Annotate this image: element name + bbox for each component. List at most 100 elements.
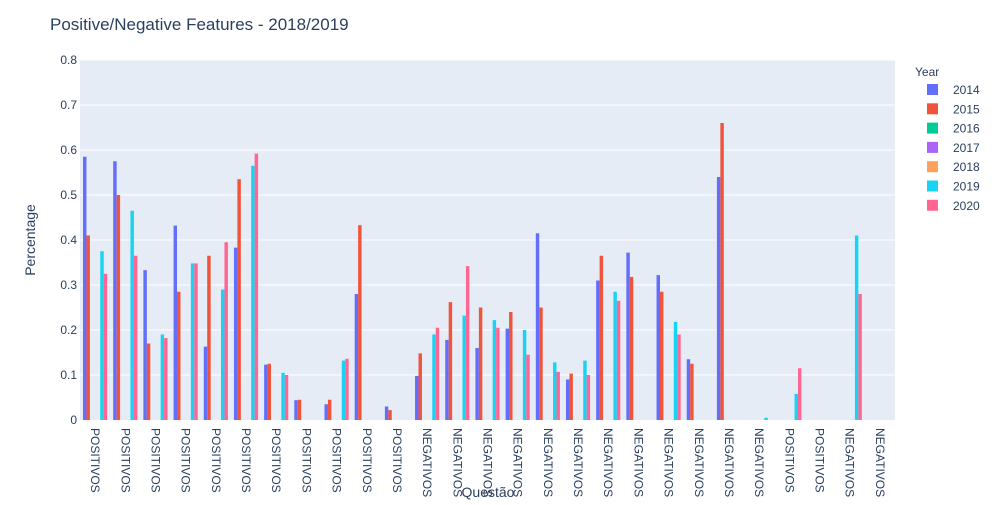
x-tick-label: NEGATIVOS (541, 428, 555, 497)
legend-swatch-2018 (927, 161, 938, 173)
legend-label-2016: 2016 (953, 122, 980, 136)
bar-2015 (720, 123, 724, 420)
bar-2020 (435, 327, 440, 420)
bar-2015 (599, 255, 604, 420)
bar-2014 (626, 252, 630, 420)
bar-2020 (556, 371, 560, 420)
bar-2015 (448, 302, 453, 420)
bar-2015 (116, 195, 121, 420)
y-tick-label: 0.4 (60, 233, 77, 247)
y-tick-label: 0.1 (60, 368, 77, 382)
bar-2019 (100, 251, 104, 420)
bar-2019 (764, 417, 768, 420)
y-tick-label: 0.2 (60, 323, 77, 337)
bar-2014 (264, 364, 268, 420)
x-tick-label: NEGATIVOS (843, 428, 857, 497)
bar-2014 (384, 406, 389, 420)
bar-2015 (237, 179, 241, 420)
bar-2019 (251, 165, 255, 420)
legend-title: Year (915, 65, 939, 79)
x-tick-label: NEGATIVOS (873, 428, 887, 497)
bar-2015 (327, 399, 332, 420)
x-tick-label: NEGATIVOS (752, 428, 766, 497)
x-tick-label: POSITIVOS (330, 428, 344, 493)
bar-2019 (492, 320, 497, 420)
bar-2020 (677, 334, 681, 420)
bar-2014 (294, 400, 298, 420)
bar-2014 (354, 294, 359, 420)
x-tick-label: NEGATIVOS (692, 428, 706, 497)
legend-swatch-2016 (927, 122, 938, 134)
bar-2020 (616, 300, 621, 420)
legend-label-2019: 2019 (953, 180, 980, 194)
plot-area: 0 0.1 0.2 0.3 0.4 0.5 0.6 0.7 0.8 POSITIVOS POSITI… (60, 53, 895, 497)
y-tick-label: 0.8 (60, 53, 77, 67)
bar-2014 (565, 379, 570, 420)
x-tick-label: NEGATIVOS (481, 428, 495, 497)
x-tick-label: POSITIVOS (782, 428, 796, 493)
bar-2015 (177, 291, 181, 420)
x-tick-label: POSITIVOS (269, 428, 283, 493)
bar-2015 (297, 399, 302, 420)
bar-2014 (233, 247, 238, 420)
bar-2020 (345, 358, 349, 420)
chart-title: Positive/Negative Features - 2018/2019 (50, 15, 349, 34)
legend: Year 2014 2015 2016 2017 2018 2019 2020 (915, 65, 980, 213)
bar-2015 (86, 235, 90, 420)
bar-2019 (130, 210, 134, 420)
x-tick-label: POSITIVOS (360, 428, 374, 493)
bar-2019 (583, 360, 587, 420)
bar-2015 (388, 410, 392, 420)
bar-2015 (690, 363, 694, 420)
bar-2019 (613, 291, 617, 420)
bar-2019 (854, 235, 859, 420)
legend-label-2017: 2017 (953, 141, 980, 155)
bar-2014 (143, 270, 147, 420)
bar-2015 (267, 363, 272, 420)
bar-2020 (194, 263, 198, 420)
x-tick-label: POSITIVOS (390, 428, 404, 493)
y-tick-label: 0.7 (60, 98, 77, 112)
x-tick-label: NEGATIVOS (511, 428, 525, 497)
legend-swatch-2015 (927, 103, 938, 115)
bar-2015 (418, 353, 422, 420)
bar-2014 (415, 375, 419, 420)
bar-2020 (284, 375, 289, 420)
x-tick-label: NEGATIVOS (631, 428, 645, 497)
bar-2019 (190, 263, 195, 420)
bar-2015 (539, 307, 543, 420)
bar-2014 (656, 275, 660, 420)
bar-2020 (103, 273, 108, 420)
bar-2020 (797, 368, 802, 420)
x-tick-label: POSITIVOS (148, 428, 162, 493)
bar-2019 (432, 334, 436, 420)
legend-label-2018: 2018 (953, 160, 980, 174)
bar-2019 (221, 289, 225, 420)
bar-2020 (465, 266, 470, 420)
bar-2014 (505, 328, 510, 420)
bar-2020 (496, 327, 500, 420)
x-tick-label: POSITIVOS (813, 428, 827, 493)
x-tick-label: NEGATIVOS (722, 428, 736, 497)
bar-2014 (686, 359, 691, 420)
x-axis-label: Questão (462, 484, 515, 500)
x-tick-label: NEGATIVOS (662, 428, 676, 497)
x-tick-label: POSITIVOS (299, 428, 313, 493)
bar-2019 (341, 360, 346, 420)
x-tick-label: POSITIVOS (88, 428, 102, 493)
bar-2015 (207, 255, 211, 420)
bar-2019 (281, 372, 285, 420)
bar-2014 (83, 156, 87, 420)
bar-2015 (509, 312, 513, 420)
bar-2014 (113, 161, 117, 420)
bar-2020 (586, 375, 591, 420)
bar-2019 (522, 330, 527, 420)
bar-2019 (462, 315, 466, 420)
legend-label-2014: 2014 (953, 83, 980, 97)
bar-2015 (358, 225, 362, 420)
x-tick-label: NEGATIVOS (571, 428, 585, 497)
bar-2019 (794, 393, 798, 420)
bar-2019 (553, 362, 557, 420)
